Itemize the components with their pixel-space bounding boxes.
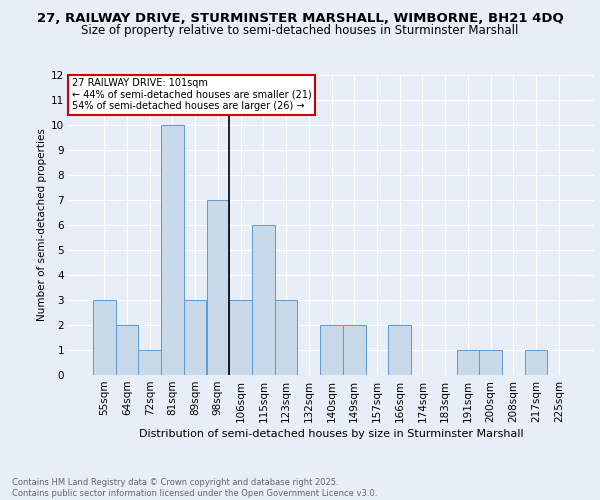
Text: Contains HM Land Registry data © Crown copyright and database right 2025.
Contai: Contains HM Land Registry data © Crown c… [12,478,377,498]
Bar [93,300,116,375]
Bar [275,300,298,375]
Y-axis label: Number of semi-detached properties: Number of semi-detached properties [37,128,47,322]
Text: Size of property relative to semi-detached houses in Sturminster Marshall: Size of property relative to semi-detach… [82,24,518,37]
Bar [320,325,343,375]
Bar [206,200,229,375]
Bar [116,325,139,375]
Bar [184,300,206,375]
X-axis label: Distribution of semi-detached houses by size in Sturminster Marshall: Distribution of semi-detached houses by … [139,429,524,439]
Bar [457,350,479,375]
Bar [343,325,365,375]
Bar [161,125,184,375]
Bar [252,225,275,375]
Bar [479,350,502,375]
Bar [229,300,252,375]
Text: 27 RAILWAY DRIVE: 101sqm
← 44% of semi-detached houses are smaller (21)
54% of s: 27 RAILWAY DRIVE: 101sqm ← 44% of semi-d… [71,78,311,111]
Bar [388,325,411,375]
Bar [524,350,547,375]
Text: 27, RAILWAY DRIVE, STURMINSTER MARSHALL, WIMBORNE, BH21 4DQ: 27, RAILWAY DRIVE, STURMINSTER MARSHALL,… [37,12,563,26]
Bar [139,350,161,375]
